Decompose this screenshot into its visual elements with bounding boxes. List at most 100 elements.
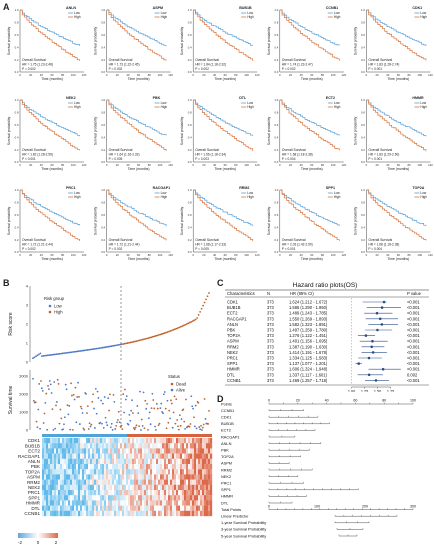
- heatmap-cell: [58, 490, 61, 496]
- heatmap-cell: [164, 484, 167, 491]
- survival-point: [174, 422, 177, 425]
- km-ytick-label: 1.0: [274, 188, 278, 192]
- km-ytick-label: 0.6: [188, 213, 192, 217]
- survival-point: [49, 383, 52, 386]
- heatmap-cell: [116, 510, 119, 517]
- km-ytick-label: 0.6: [274, 33, 278, 37]
- survival-point: [175, 398, 178, 401]
- heatmap-cell: [164, 474, 167, 480]
- survival-point: [90, 423, 93, 426]
- heatmap-cell: [100, 458, 103, 465]
- risk-score-point: [114, 344, 117, 347]
- survival-point: [159, 407, 162, 410]
- km-ytick-label: 0.2: [188, 148, 192, 152]
- km-xtick-label: 120: [168, 163, 173, 167]
- risk-ytick-label: 2: [26, 322, 29, 327]
- risk-score-point: [179, 325, 182, 328]
- heatmap-cell: [86, 479, 89, 485]
- heatmap-scale-tick: -2: [18, 540, 22, 545]
- survival-point: [50, 392, 53, 394]
- survival-point: [107, 397, 110, 400]
- heatmap-cell: [42, 448, 45, 454]
- heatmap-cell: [64, 443, 67, 449]
- heatmap-cell: [82, 464, 85, 470]
- heatmap-cell: [134, 448, 137, 454]
- km-xlabel: Time (months): [301, 167, 323, 171]
- survival-point: [87, 428, 90, 430]
- heatmap-cell: [148, 490, 151, 496]
- heatmap-cell: [202, 495, 205, 501]
- km-p-text: P = 0.005: [195, 247, 209, 251]
- km-xtick-label: 100: [71, 73, 76, 77]
- km-legend-low: Low: [74, 101, 81, 105]
- km-xtick-label: 80: [234, 163, 238, 167]
- heatmap-cell: [190, 443, 193, 449]
- survival-point: [88, 422, 91, 425]
- heatmap-cell: [184, 443, 187, 449]
- heatmap-cell: [94, 443, 97, 449]
- heatmap-cell: [158, 510, 161, 517]
- heatmap-cell: [52, 484, 55, 491]
- heatmap-cell: [140, 469, 143, 475]
- heatmap-cell: [204, 453, 207, 459]
- heatmap-cell: [124, 443, 127, 449]
- heatmap-cell: [116, 438, 119, 444]
- km-ylabel: Survival probability: [94, 206, 98, 235]
- heatmap-cell: [58, 443, 61, 449]
- heatmap-cell: [172, 490, 175, 496]
- heatmap-cell: [144, 510, 147, 517]
- survival-point: [106, 424, 109, 427]
- heatmap-cell: [108, 464, 111, 470]
- heatmap-cell: [88, 448, 91, 454]
- heatmap-cell: [148, 510, 151, 517]
- heatmap-cell: [138, 490, 141, 496]
- km-ylabel: Survival probability: [353, 206, 357, 235]
- heatmap-cell: [90, 443, 93, 449]
- heatmap-cell: [106, 510, 109, 517]
- heatmap-cell: [204, 484, 207, 491]
- risk-score-point: [52, 353, 55, 356]
- heatmap-cell: [178, 500, 181, 506]
- heatmap-cell: [138, 479, 141, 485]
- heatmap-cell: [86, 500, 89, 506]
- heatmap-cell: [142, 448, 145, 454]
- km-ytick-label: 0.0: [15, 160, 19, 164]
- heatmap-cell: [172, 448, 175, 454]
- heatmap-cell: [188, 443, 191, 449]
- heatmap-cell: [186, 484, 189, 491]
- heatmap-gene-label: BUB1B: [25, 443, 40, 448]
- survival-point: [192, 407, 194, 410]
- heatmap-cell: [62, 495, 65, 501]
- km-xtick-label: 40: [300, 73, 304, 77]
- heatmap-cell: [194, 484, 197, 491]
- heatmap-cell: [64, 469, 67, 475]
- heatmap-cell: [140, 505, 143, 511]
- heatmap-cell: [46, 464, 49, 470]
- risk-score-point: [194, 318, 197, 321]
- heatmap-cell: [210, 510, 213, 517]
- forest-row-p: <0.001: [407, 300, 420, 305]
- heatmap-cell: [58, 484, 61, 491]
- heatmap-cell: [120, 479, 123, 485]
- heatmap-cell: [172, 510, 175, 517]
- heatmap-cell: [164, 464, 167, 470]
- heatmap-cell: [90, 505, 93, 511]
- heatmap-cell: [82, 479, 85, 485]
- heatmap-cell: [208, 448, 211, 454]
- km-curve-low: [366, 9, 427, 47]
- km-ytick-label: 0.6: [274, 123, 278, 127]
- km-ylabel: Survival probability: [7, 206, 11, 235]
- heatmap-cell: [80, 443, 83, 449]
- km-curve-high: [106, 99, 167, 151]
- survival-point: [95, 412, 98, 415]
- km-curve-high: [279, 99, 340, 151]
- heatmap-cell: [156, 443, 159, 449]
- heatmap-cell: [120, 500, 123, 506]
- heatmap-cell: [92, 484, 95, 491]
- heatmap-cell: [182, 464, 185, 470]
- heatmap-cell: [78, 474, 81, 480]
- heatmap-cell: [116, 458, 119, 465]
- km-ytick-label: 0.4: [188, 45, 192, 49]
- risk-score-point: [72, 351, 74, 353]
